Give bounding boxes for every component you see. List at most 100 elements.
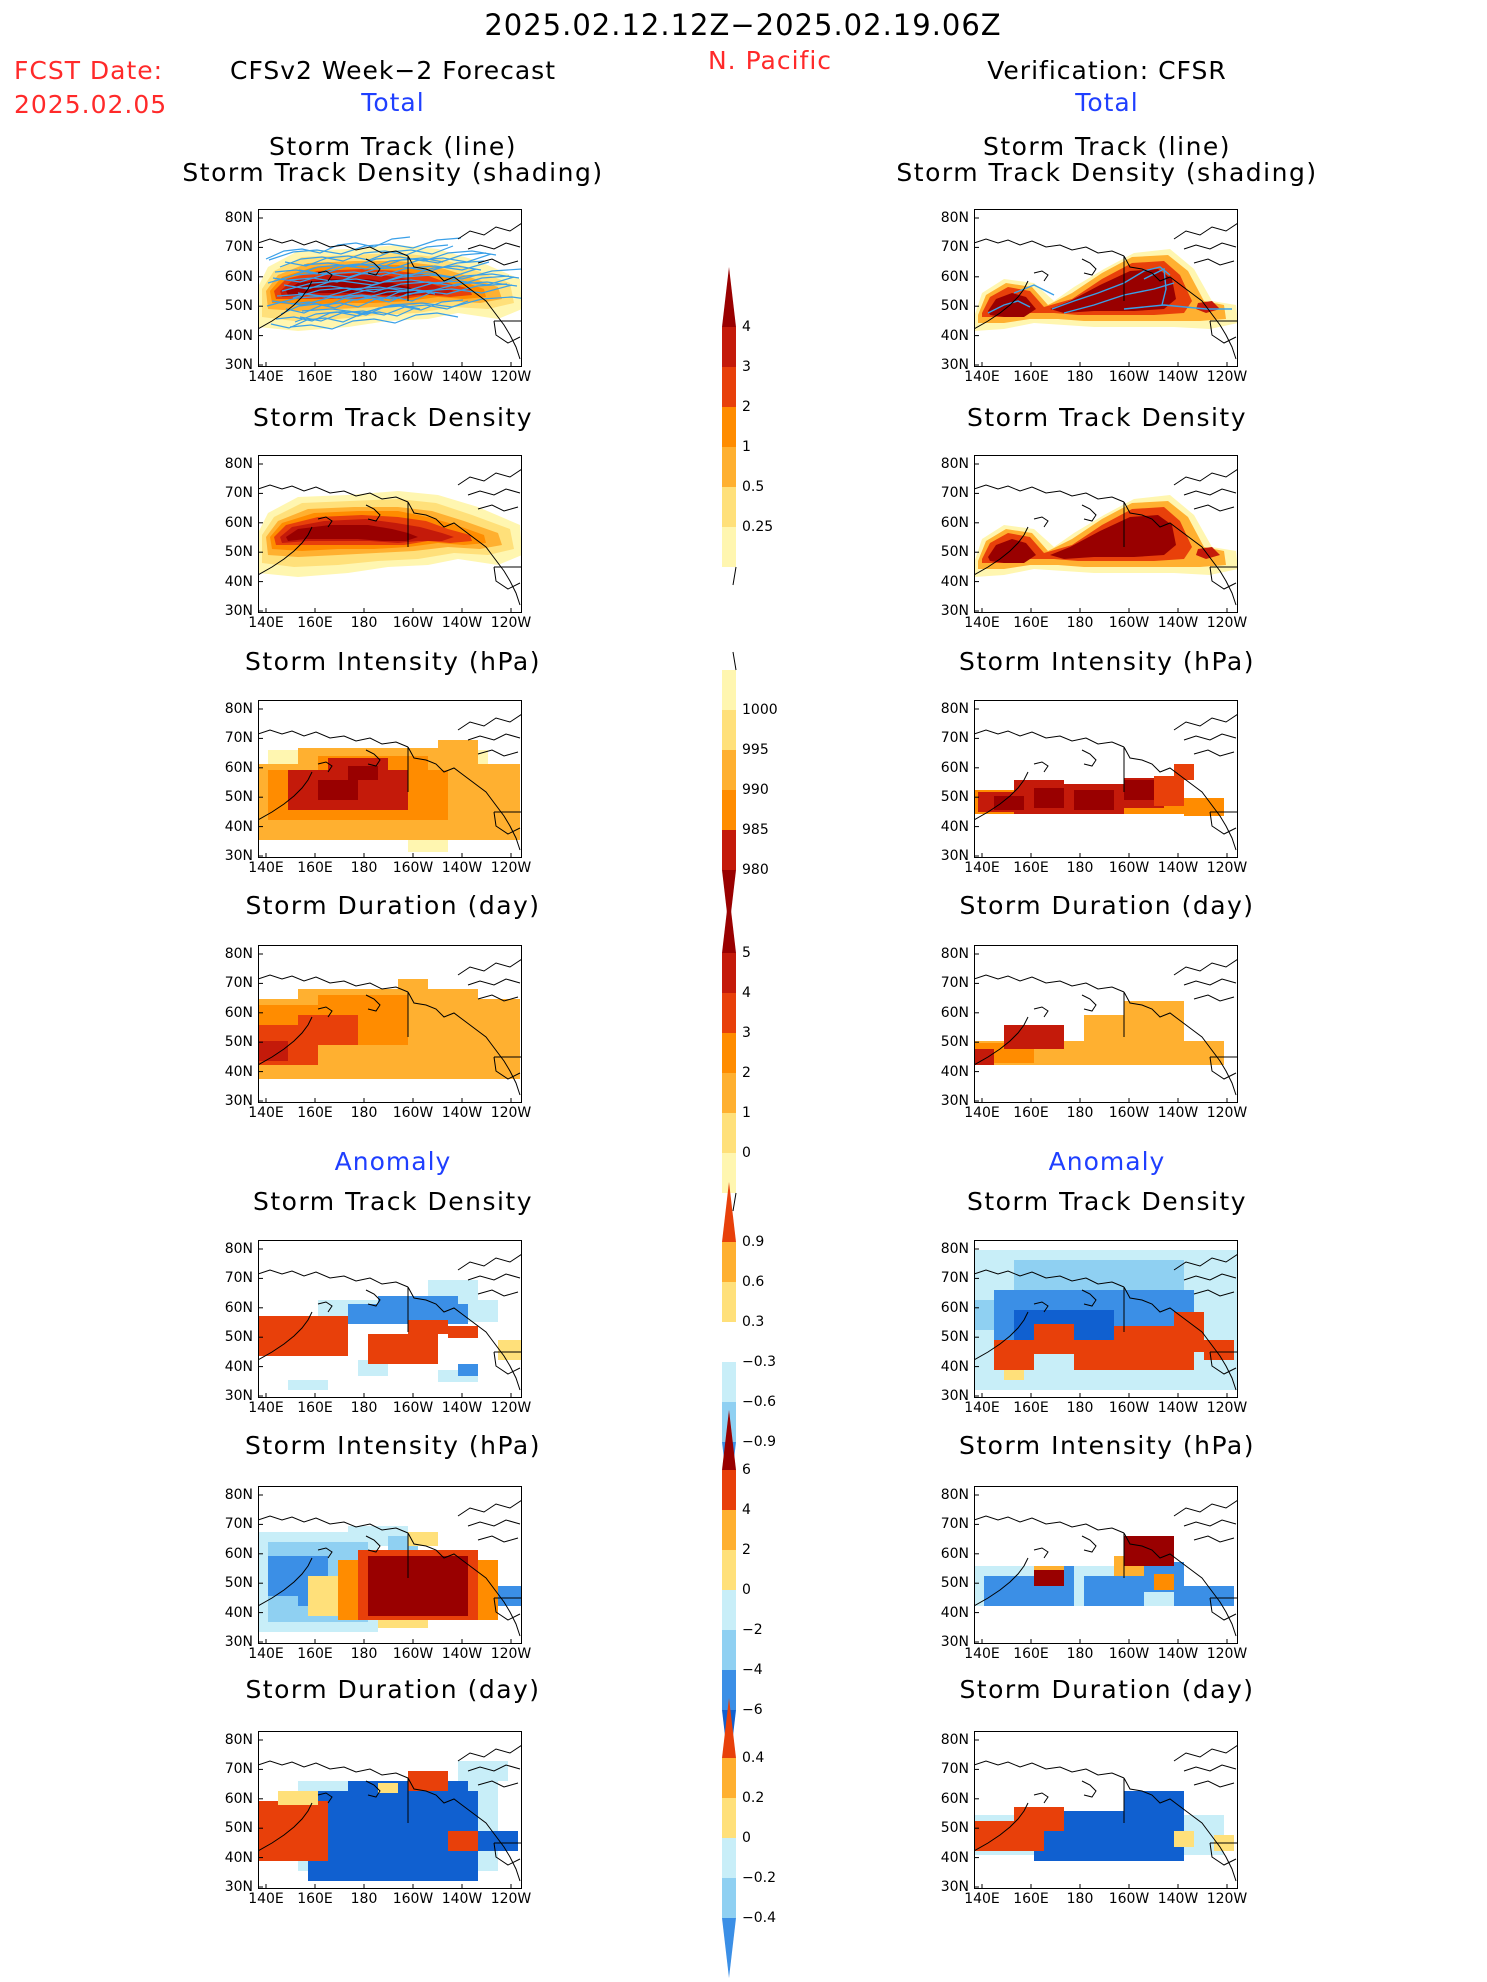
lat-label: 80N — [940, 701, 969, 717]
map-duration-left — [258, 945, 522, 1103]
lat-label: 80N — [224, 210, 253, 226]
colorbar-label: 0.5 — [742, 479, 765, 495]
colorbar-label: 0.25 — [742, 519, 774, 535]
lon-label: 160E — [1013, 1400, 1049, 1416]
lat-label: 60N — [940, 1545, 969, 1562]
left-column-title: CFSv2 Week−2 Forecast — [230, 56, 556, 85]
colorbar-label: 4 — [742, 985, 751, 1001]
lon-label: 160E — [297, 369, 333, 385]
map-intensity-anom-right-svg — [974, 1486, 1238, 1644]
lon-label: 140W — [1157, 615, 1199, 631]
lon-label: 120W — [490, 615, 532, 631]
lon-label: 160W — [1108, 369, 1150, 385]
title-duration-left: Storm Duration (day) — [245, 891, 541, 920]
map-density-right-svg — [974, 455, 1238, 613]
lat-label: 30N — [224, 357, 253, 373]
lon-label: 140E — [964, 1400, 1000, 1416]
lat-label: 60N — [224, 759, 253, 776]
lat-label: 50N — [224, 1575, 253, 1592]
lon-label: 180 — [350, 1105, 378, 1121]
colorbar-label: 990 — [742, 782, 769, 798]
lon-label: 140W — [441, 1400, 483, 1416]
title-intensity-anom-right: Storm Intensity (hPa) — [959, 1431, 1255, 1460]
lon-label: 120W — [1206, 860, 1248, 876]
lat-label: 30N — [940, 1879, 969, 1895]
colorbar-label: 1 — [742, 439, 751, 455]
lon-label: 180 — [1066, 1646, 1094, 1662]
lat-label: 80N — [224, 456, 253, 472]
map-duration-anom-left-svg — [258, 1731, 522, 1889]
lon-label: 160W — [1108, 1891, 1150, 1907]
lat-label: 40N — [940, 818, 969, 835]
lat-label: 50N — [224, 1329, 253, 1346]
lon-label: 140E — [964, 369, 1000, 385]
colorbar-label: 1 — [742, 1105, 751, 1121]
lon-label: 160W — [1108, 860, 1150, 876]
colorbar-label: 6 — [742, 1462, 751, 1478]
lat-label: 70N — [940, 485, 969, 502]
lon-label: 160W — [392, 1105, 434, 1121]
lon-label: 180 — [1066, 1891, 1094, 1907]
lon-label: 140E — [964, 1646, 1000, 1662]
lat-label: 60N — [940, 514, 969, 531]
lon-label: 180 — [1066, 860, 1094, 876]
lon-label: 180 — [1066, 1400, 1094, 1416]
fcst-label: FCST Date: — [14, 56, 164, 85]
lon-label: 160W — [1108, 615, 1150, 631]
colorbar-label: −2 — [742, 1622, 763, 1638]
lon-label: 180 — [350, 615, 378, 631]
lon-label: 160E — [297, 615, 333, 631]
right-total-label: Total — [1075, 88, 1139, 117]
lat-label: 50N — [940, 1820, 969, 1837]
lat-label: 40N — [224, 573, 253, 590]
lon-label: 140E — [248, 1891, 284, 1907]
lat-label: 70N — [224, 239, 253, 256]
map-density-right — [974, 455, 1238, 613]
lat-label: 30N — [940, 1093, 969, 1109]
lat-label: 40N — [940, 1604, 969, 1621]
lat-label: 60N — [224, 514, 253, 531]
lon-label: 140E — [248, 860, 284, 876]
lon-label: 120W — [490, 1646, 532, 1662]
lat-label: 50N — [940, 1575, 969, 1592]
map-density-anom-right — [974, 1240, 1238, 1398]
lat-label: 60N — [940, 1004, 969, 1021]
lat-label: 40N — [940, 1849, 969, 1866]
lat-label: 60N — [940, 759, 969, 776]
lon-label: 140E — [248, 1400, 284, 1416]
lon-label: 120W — [1206, 615, 1248, 631]
lon-label: 160E — [297, 1646, 333, 1662]
lat-label: 30N — [224, 1388, 253, 1404]
title-intensity-right: Storm Intensity (hPa) — [959, 647, 1255, 676]
title-density-anom-right: Storm Track Density — [966, 1187, 1248, 1216]
colorbar-label: −0.9 — [742, 1434, 776, 1450]
lon-label: 120W — [490, 1400, 532, 1416]
lat-label: 50N — [224, 1820, 253, 1837]
lon-label: 160E — [1013, 1891, 1049, 1907]
lon-label: 140E — [964, 1105, 1000, 1121]
lon-label: 120W — [490, 1105, 532, 1121]
title-intensity-left: Storm Intensity (hPa) — [245, 647, 541, 676]
lon-label: 160W — [392, 1400, 434, 1416]
right-anomaly-label: Anomaly — [1048, 1147, 1166, 1176]
lon-label: 160E — [1013, 615, 1049, 631]
lon-label: 160W — [1108, 1646, 1150, 1662]
title-track-shading-left: Storm Track Density (shading) — [182, 158, 604, 187]
lon-label: 160E — [1013, 1646, 1049, 1662]
lon-label: 140E — [248, 615, 284, 631]
map-intensity-left — [258, 700, 522, 858]
map-duration-right — [974, 945, 1238, 1103]
lat-label: 70N — [224, 1516, 253, 1533]
colorbar-label: 980 — [742, 862, 769, 878]
lon-label: 160E — [297, 1400, 333, 1416]
map-intensity-anom-left — [258, 1486, 522, 1644]
lat-label: 30N — [224, 603, 253, 619]
lat-label: 50N — [224, 1034, 253, 1051]
colorbar-label: −6 — [742, 1702, 763, 1718]
date-range-title: 2025.02.12.12Z−2025.02.19.06Z — [484, 8, 1002, 42]
colorbar-label: 0.3 — [742, 1314, 765, 1330]
colorbar-label: 0 — [742, 1582, 751, 1598]
lon-label: 120W — [1206, 1891, 1248, 1907]
lat-label: 70N — [940, 1516, 969, 1533]
lon-label: 140W — [1157, 1646, 1199, 1662]
